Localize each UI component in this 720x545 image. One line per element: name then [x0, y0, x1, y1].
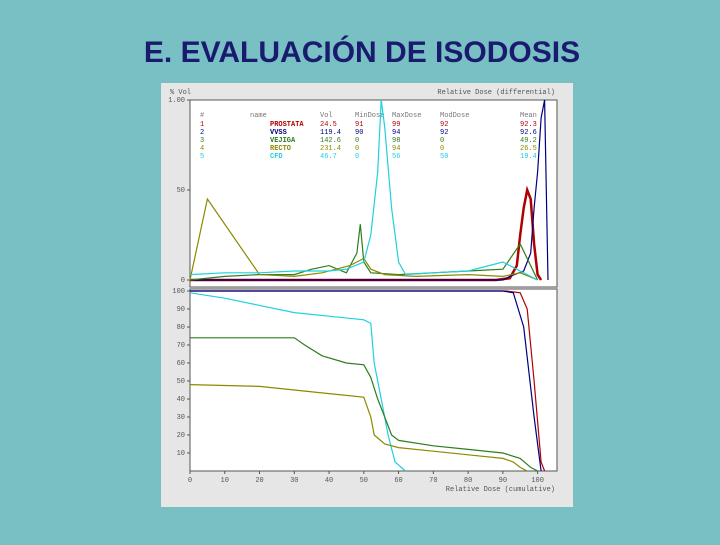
x-tick-label: 90 [499, 477, 507, 485]
table-cell: 94 [392, 129, 400, 137]
x-tick-label: 80 [464, 477, 472, 485]
table-header: # [200, 112, 204, 120]
legend-name: VEJIGA [270, 137, 296, 145]
y-tick-label: 50 [177, 187, 185, 195]
series-line [189, 292, 406, 472]
table-cell: 49.2 [520, 137, 537, 145]
table-cell: 0 [355, 145, 359, 153]
y-tick-label: 50 [177, 378, 185, 386]
table-cell: 0 [355, 137, 359, 145]
series-line [190, 337, 538, 472]
x-axis-label: Relative Dose (cumulative) [446, 486, 555, 494]
table-cell: 0 [440, 137, 444, 145]
y-tick-label: 30 [177, 414, 185, 422]
series-line [190, 290, 542, 472]
y-tick-label: 0 [181, 277, 185, 285]
table-header: ModDose [440, 112, 469, 120]
series-line [190, 99, 549, 281]
table-header: MaxDose [392, 112, 421, 120]
legend-name: RECTO [270, 145, 291, 153]
x-tick-label: 70 [429, 477, 437, 485]
x-tick-label: 10 [221, 477, 229, 485]
x-axis-label: Relative Dose (differential) [437, 89, 555, 97]
x-tick-label: 60 [394, 477, 402, 485]
table-cell: 119.4 [320, 129, 341, 137]
table-cell: 0 [440, 145, 444, 153]
table-cell: 91 [355, 121, 363, 129]
table-cell: 26.5 [520, 145, 537, 153]
table-cell: 1 [200, 121, 204, 129]
x-tick-label: 50 [360, 477, 368, 485]
table-cell: 5 [200, 153, 204, 161]
y-tick-label: 90 [177, 306, 185, 314]
table-cell: 0 [355, 153, 359, 161]
y-tick-label: 40 [177, 396, 185, 404]
table-cell: 3 [200, 137, 204, 145]
y-tick-label: 20 [177, 432, 185, 440]
legend-name: CFD [270, 153, 283, 161]
table-cell: 98 [392, 137, 400, 145]
y-tick-label: 10 [177, 450, 185, 458]
series-line [189, 99, 538, 281]
table-header: MinDose [355, 112, 384, 120]
y-axis-label: % Vol [170, 89, 191, 97]
table-cell: 19.4 [520, 153, 537, 161]
table-cell: 24.5 [320, 121, 337, 129]
table-header: Mean [520, 112, 537, 120]
y-tick-label: 80 [177, 324, 185, 332]
y-tick-label: 1.00 [168, 97, 185, 105]
table-cell: 92.3 [520, 121, 537, 129]
table-cell: 56 [392, 153, 400, 161]
table-cell: 92.6 [520, 129, 537, 137]
x-tick-label: 0 [188, 477, 192, 485]
plot-area [189, 288, 558, 472]
table-cell: 92 [440, 121, 448, 129]
series-line [189, 197, 538, 281]
table-cell: 231.4 [320, 145, 341, 153]
x-tick-label: 100 [531, 477, 544, 485]
plot-area [189, 99, 558, 288]
x-tick-label: 40 [325, 477, 333, 485]
x-tick-label: 20 [255, 477, 263, 485]
slide-title: E. EVALUACIÓN DE ISODOSIS [144, 35, 580, 69]
table-cell: 92 [440, 129, 448, 137]
table-cell: 50 [440, 153, 448, 161]
legend-name: VVSS [270, 129, 287, 137]
table-cell: 142.6 [320, 137, 341, 145]
y-tick-label: 60 [177, 360, 185, 368]
legend-name: PROSTATA [270, 121, 304, 129]
series-line [189, 224, 539, 281]
table-cell: 46.7 [320, 153, 337, 161]
table-header: name [250, 112, 267, 120]
table-cell: 4 [200, 145, 204, 153]
x-tick-label: 30 [290, 477, 298, 485]
table-header: Vol [320, 112, 333, 120]
table-cell: 99 [392, 121, 400, 129]
series-line [189, 384, 528, 472]
y-tick-label: 100 [172, 288, 185, 296]
y-tick-label: 70 [177, 342, 185, 350]
table-cell: 90 [355, 129, 363, 137]
table-cell: 94 [392, 145, 400, 153]
table-cell: 2 [200, 129, 204, 137]
